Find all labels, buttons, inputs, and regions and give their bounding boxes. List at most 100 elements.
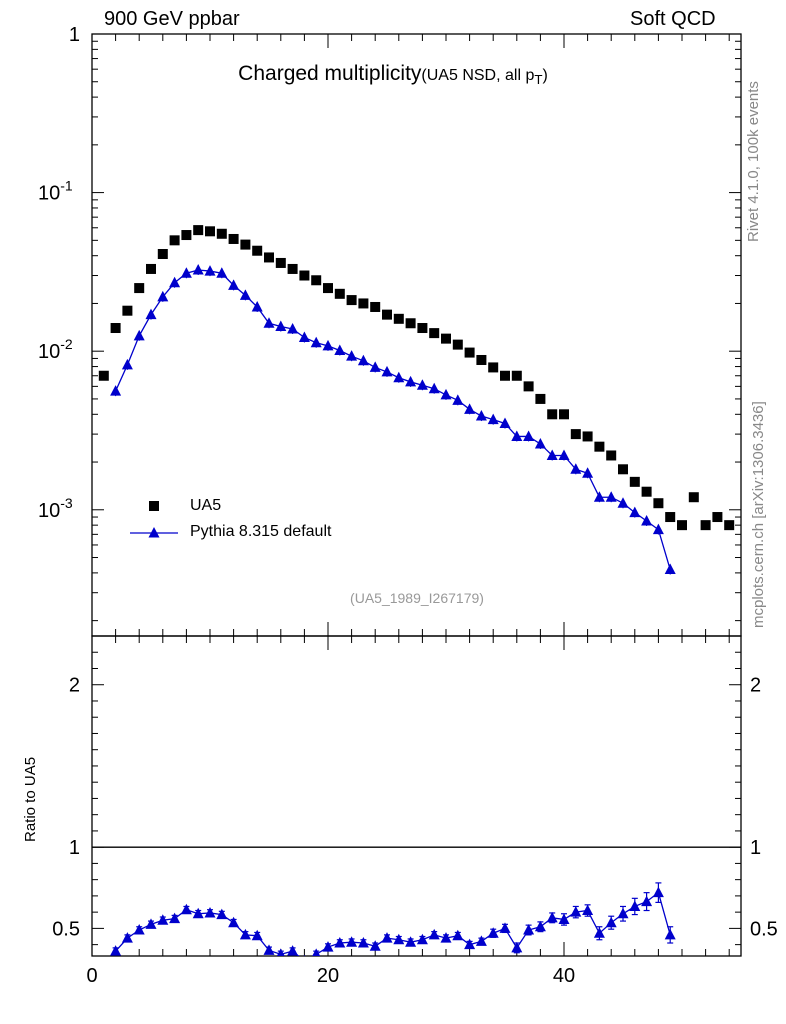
- ratio-point: [641, 895, 653, 907]
- pythia-point: [369, 361, 381, 372]
- pythia-point: [558, 449, 570, 460]
- y-tick-label: 10-1: [38, 178, 73, 205]
- pythia-point: [310, 336, 322, 348]
- pythia-point: [428, 382, 440, 394]
- y-tick-label: 1: [69, 24, 80, 46]
- pythia-point: [239, 289, 251, 300]
- pythia-point: [157, 290, 169, 302]
- ratio-point: [605, 916, 617, 928]
- ua5-point: [712, 512, 723, 523]
- ua5-point: [323, 283, 333, 294]
- ua5-point: [228, 233, 239, 244]
- ratio-point: [440, 932, 452, 943]
- legend-data-marker: [149, 501, 159, 511]
- pythia-point: [582, 467, 594, 478]
- pythia-point: [133, 329, 145, 341]
- pythia-point: [487, 413, 499, 425]
- ua5-point: [511, 370, 522, 381]
- ratio-point: [452, 929, 464, 941]
- ratio-point: [251, 929, 263, 941]
- ua5-point: [488, 362, 499, 373]
- ua5-point: [358, 298, 369, 309]
- ratio-point: [346, 936, 358, 947]
- ua5-point: [629, 476, 640, 487]
- ratio-point: [381, 932, 393, 943]
- ratio-point: [369, 940, 381, 951]
- pythia-point: [204, 265, 216, 276]
- ratio-y-tick-label-right: 1: [750, 837, 761, 859]
- ua5-point: [700, 520, 711, 531]
- rivet-version-label: Rivet 4.1.0, 100k events: [745, 81, 762, 242]
- main-panel: 1 10-1 10-2 10-3: [38, 24, 742, 637]
- ratio-point: [192, 907, 204, 919]
- ua5-point: [299, 270, 310, 281]
- ua5-point: [205, 226, 215, 237]
- header-category: Soft QCD: [630, 8, 716, 30]
- pythia-point: [641, 514, 653, 526]
- ratio-line: [115, 891, 671, 956]
- ua5-point: [559, 409, 569, 420]
- pythia-point: [381, 365, 393, 377]
- ua5-point: [464, 347, 475, 358]
- ratio-point: [110, 945, 122, 956]
- pythia-point: [593, 491, 605, 502]
- ratio-panel: 0.5 0.51 12 20 20 40: [52, 635, 778, 987]
- ratio-y-tick-label: 1: [69, 837, 80, 859]
- ratio-y-tick-label: 0.5: [52, 918, 80, 940]
- ua5-point: [476, 354, 487, 365]
- ratio-y-tick-label-right: 0.5: [750, 918, 778, 940]
- ratio-y-axis-label: Ratio to UA5: [22, 756, 39, 842]
- ratio-point: [239, 928, 251, 940]
- ua5-point: [110, 323, 121, 334]
- ratio-point: [523, 924, 535, 935]
- pythia-point: [346, 350, 358, 361]
- ratio-point: [303, 954, 305, 956]
- ua5-point: [346, 295, 357, 306]
- ua5-point: [688, 492, 699, 503]
- ua5-point: [724, 520, 735, 531]
- ratio-point: [393, 933, 405, 945]
- ua5-point: [122, 305, 133, 316]
- legend-mc-label: Pythia 8.315 default: [190, 523, 332, 540]
- pythia-point: [251, 300, 263, 312]
- plot-title-sub-text: (UA5 NSD, all p: [421, 67, 535, 84]
- ua5-point: [134, 283, 145, 294]
- ratio-point: [534, 920, 546, 932]
- ua5-point: [452, 339, 463, 350]
- pythia-point: [416, 379, 428, 390]
- ua5-point: [334, 288, 345, 299]
- ratio-point: [357, 937, 369, 948]
- y-tick-label: 10-2: [38, 336, 73, 363]
- ua5-point: [169, 235, 180, 246]
- ua5-point: [382, 309, 392, 320]
- ratio-point: [475, 935, 487, 946]
- pythia-point: [440, 388, 452, 400]
- pythia-point: [464, 403, 476, 414]
- x-tick-label: 40: [553, 965, 575, 987]
- ratio-y-tick-label-right: 2: [750, 675, 761, 697]
- ratio-point: [133, 924, 145, 935]
- pythia-point: [629, 506, 641, 518]
- pythia-point: [523, 430, 535, 441]
- pythia-point: [357, 354, 369, 366]
- ratio-point: [570, 906, 582, 917]
- ratio-point: [593, 927, 605, 938]
- ratio-point: [216, 908, 228, 920]
- pythia-point: [228, 279, 240, 290]
- ratio-point: [629, 900, 641, 911]
- ratio-point: [546, 911, 558, 923]
- ratio-point: [312, 948, 321, 956]
- pythia-point: [617, 497, 629, 508]
- ua5-point: [216, 228, 227, 239]
- pythia-point: [263, 317, 275, 328]
- pythia-point: [393, 371, 405, 383]
- ratio-point: [145, 918, 157, 929]
- ratio-point: [287, 945, 299, 956]
- plot-title-sub: (UA5 NSD, all pT): [421, 67, 547, 87]
- ua5-point: [641, 486, 652, 497]
- ratio-point: [416, 933, 428, 945]
- ratio-point: [204, 906, 216, 918]
- ratio-point: [582, 904, 594, 916]
- pythia-point: [452, 394, 464, 405]
